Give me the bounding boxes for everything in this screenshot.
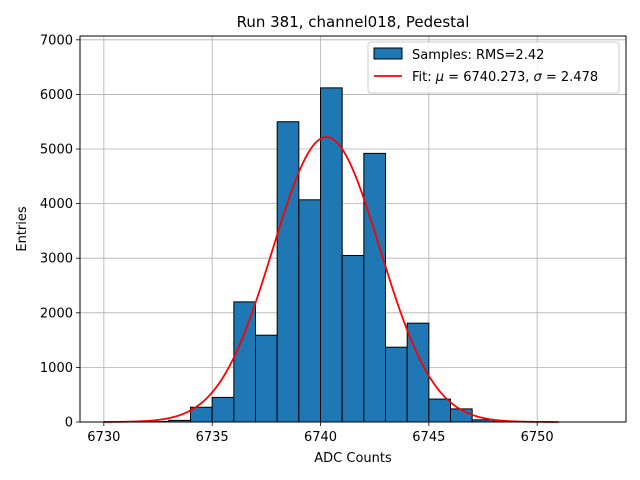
x-axis-ticks: 6730 6735 6740 6745 6750 [87,422,554,445]
x-tick-label: 6740 [304,430,337,445]
legend-histogram-swatch [373,47,403,60]
y-tick-label: 1000 [40,361,73,376]
x-tick-label: 6750 [521,430,554,445]
y-tick-label: 6000 [40,88,73,103]
x-tick-label: 6735 [196,430,229,445]
legend-histogram-label: Samples: RMS=2.42 [412,48,544,63]
histogram-bar [298,199,322,423]
y-tick-label: 2000 [40,306,73,321]
x-tick-label: 6745 [412,430,445,445]
legend: Samples: RMS=2.42 Fit: μ = 6740.273, σ =… [367,41,620,94]
histogram-bars [146,87,517,423]
legend-fit-mu-symbol: μ [435,70,444,85]
fit-curve-group [103,136,559,423]
histogram-bar [385,346,408,423]
histogram-bar [255,334,278,423]
plot-frame [79,35,627,423]
histogram-bar [276,121,300,423]
x-tick-label: 6730 [87,430,120,445]
y-tick-label: 0 [65,416,73,431]
legend-fit-mu-value: = 6740.273, [444,70,533,85]
legend-fit-prefix: Fit: [412,70,436,85]
fit-curve [103,136,559,423]
histogram-bar [341,254,365,423]
y-tick-label: 4000 [40,197,73,212]
y-tick-label: 5000 [40,143,73,158]
histogram-bar [211,396,235,423]
legend-fit-sigma-value: = 2.478 [542,70,598,85]
y-tick-label: 7000 [40,33,73,48]
legend-fit-label: Fit: μ = 6740.273, σ = 2.478 [412,70,598,85]
x-axis-label: ADC Counts [314,451,392,466]
histogram-bar [233,301,256,423]
y-axis-label: Entries [15,206,30,252]
histogram-bar [363,152,387,423]
chart-title: Run 381, channel018, Pedestal [237,13,470,31]
legend-box [367,41,620,94]
y-axis-ticks: 0 1000 2000 3000 4000 5000 6000 7000 [40,33,80,431]
legend-fit-sigma-symbol: σ [534,70,543,85]
histogram-bar [428,398,452,423]
y-tick-label: 3000 [40,252,73,267]
